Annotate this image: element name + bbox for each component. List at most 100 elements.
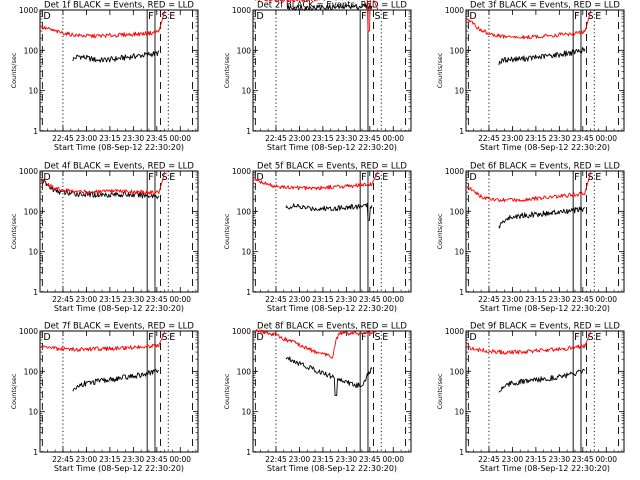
x-tick-label: 23:15 xyxy=(525,455,547,464)
y-tick-label: 10 xyxy=(241,248,251,257)
y-axis-label: Counts/sec xyxy=(223,213,231,249)
x-tick-label: 23:45 xyxy=(359,455,381,464)
x-tick-label: 22:45 xyxy=(52,455,74,464)
y-tick-label: 100 xyxy=(24,46,39,55)
y-tick-label: 100 xyxy=(450,207,465,216)
x-tick-label: 23:15 xyxy=(312,455,334,464)
x-tick-label: 23:30 xyxy=(123,295,145,304)
x-axis-label: Start Time (08-Sep-12 22:30:20) xyxy=(54,464,184,473)
y-tick-label: 1000 xyxy=(19,6,38,15)
x-tick-label: 00:00 xyxy=(382,295,404,304)
x-tick-label: 23:30 xyxy=(336,295,358,304)
y-axis-label: Counts/sec xyxy=(436,213,444,249)
x-tick-label: 00:00 xyxy=(595,295,617,304)
detector-panel-9f: Det 9f BLACK = Events, RED = LLD 1 10 100 10… xyxy=(436,322,625,473)
x-tick-label: 23:45 xyxy=(359,295,381,304)
y-axis-label: Counts/sec xyxy=(223,373,231,409)
x-tick-label: 22:45 xyxy=(265,455,287,464)
marker-label-s: S xyxy=(161,332,167,343)
x-tick-label: 23:00 xyxy=(76,295,98,304)
x-tick-label: 23:00 xyxy=(289,295,311,304)
x-tick-label: 23:30 xyxy=(549,295,571,304)
y-tick-label: 10 xyxy=(241,87,251,96)
x-tick-label: 23:00 xyxy=(76,134,98,143)
plot-frame xyxy=(39,170,199,293)
x-tick-label: 00:00 xyxy=(382,134,404,143)
marker-label-s: S xyxy=(374,172,380,183)
x-tick-label: 23:45 xyxy=(359,134,381,143)
marker-label-f: F xyxy=(148,172,153,183)
marker-label-f: F xyxy=(361,11,366,22)
x-tick-label: 22:45 xyxy=(52,134,74,143)
y-axis-label: Counts/sec xyxy=(10,213,18,249)
events-series-line xyxy=(285,202,373,221)
lld-series-line xyxy=(467,330,592,355)
panel-title: Det 9f BLACK = Events, RED = LLD xyxy=(470,322,620,332)
y-tick-label: 1000 xyxy=(232,6,251,15)
x-axis-label: Start Time (08-Sep-12 22:30:20) xyxy=(54,304,184,313)
x-axis-label: Start Time (08-Sep-12 22:30:20) xyxy=(480,304,610,313)
marker-label-f: F xyxy=(361,332,366,343)
y-tick-label: 100 xyxy=(237,46,252,55)
x-tick-label: 23:15 xyxy=(312,134,334,143)
marker-label-f: F xyxy=(574,11,579,22)
y-tick-label: 1000 xyxy=(445,327,464,336)
x-tick-label: 23:00 xyxy=(289,455,311,464)
y-axis-label: Counts/sec xyxy=(436,373,444,409)
x-tick-label: 22:45 xyxy=(478,455,500,464)
x-tick-label: 23:15 xyxy=(312,295,334,304)
y-tick-label: 10 xyxy=(241,408,251,417)
y-tick-label: 10 xyxy=(28,87,38,96)
panel-title: Det 8f BLACK = Events, RED = LLD xyxy=(257,322,407,332)
marker-label-e: E xyxy=(169,332,175,343)
marker-label-d: D xyxy=(43,332,50,343)
marker-label-f: F xyxy=(148,332,153,343)
panel-title: Det 2f BLACK = Events, RED = LLD xyxy=(257,1,407,11)
y-tick-label: 1000 xyxy=(232,167,251,176)
x-tick-label: 23:15 xyxy=(99,455,121,464)
y-tick-label: 10 xyxy=(454,248,464,257)
plot-frame xyxy=(465,9,625,132)
x-axis-label: Start Time (08-Sep-12 22:30:20) xyxy=(267,143,397,152)
y-tick-label: 1 xyxy=(459,127,464,136)
y-tick-label: 1 xyxy=(246,448,251,457)
lld-series-line xyxy=(254,170,379,191)
x-axis-label: Start Time (08-Sep-12 22:30:20) xyxy=(480,464,610,473)
plot-frame xyxy=(465,330,625,453)
plot-frame xyxy=(252,330,412,453)
y-tick-label: 1000 xyxy=(19,327,38,336)
x-tick-label: 00:00 xyxy=(595,455,617,464)
y-tick-label: 1000 xyxy=(232,327,251,336)
lld-series-line xyxy=(467,9,592,40)
detector-panel-2f: Det 2f BLACK = Events, RED = LLD 1 10 100 10… xyxy=(223,0,412,152)
y-tick-label: 1 xyxy=(246,288,251,297)
lld-series-line xyxy=(254,328,379,359)
plot-frame xyxy=(465,170,625,293)
marker-label-e: E xyxy=(595,172,601,183)
marker-label-d: D xyxy=(256,172,263,183)
x-tick-label: 00:00 xyxy=(169,295,191,304)
x-tick-label: 23:15 xyxy=(525,295,547,304)
x-tick-label: 00:00 xyxy=(595,134,617,143)
marker-label-d: D xyxy=(43,11,50,22)
marker-label-s: S xyxy=(161,172,167,183)
x-tick-label: 23:45 xyxy=(146,455,168,464)
plot-frame xyxy=(39,330,199,453)
y-axis-label: Counts/sec xyxy=(10,373,18,409)
detector-panel-1f: Det 1f BLACK = Events, RED = LLD 1 10 100 10… xyxy=(10,1,199,152)
y-tick-label: 10 xyxy=(28,408,38,417)
marker-label-e: E xyxy=(382,172,388,183)
detector-panel-7f: Det 7f BLACK = Events, RED = LLD 1 10 100 10… xyxy=(10,322,199,473)
y-tick-label: 1 xyxy=(459,288,464,297)
x-tick-label: 23:15 xyxy=(525,134,547,143)
marker-label-f: F xyxy=(574,332,579,343)
plot-frame xyxy=(252,9,412,132)
lld-series-line xyxy=(41,9,166,39)
y-axis-label: Counts/sec xyxy=(223,52,231,88)
y-tick-label: 1000 xyxy=(445,6,464,15)
panel-title: Det 3f BLACK = Events, RED = LLD xyxy=(470,1,620,11)
x-tick-label: 23:00 xyxy=(502,295,524,304)
y-tick-label: 1 xyxy=(33,288,38,297)
x-tick-label: 22:45 xyxy=(478,134,500,143)
